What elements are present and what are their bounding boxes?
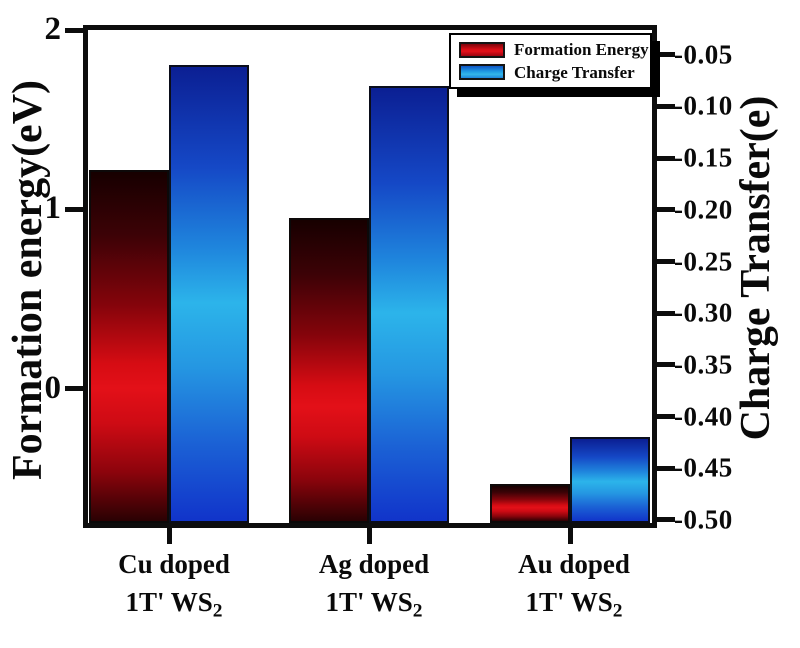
legend-row-formation-energy: Formation Energy xyxy=(459,40,649,60)
right-axis-tick xyxy=(657,465,675,471)
right-axis-tick xyxy=(657,362,675,368)
bar-formation-energy-au xyxy=(490,483,570,523)
x-axis-tick-au xyxy=(567,528,573,544)
bar-charge-transfer-cu xyxy=(169,65,249,523)
bar-charge-transfer-ag xyxy=(369,85,449,523)
right-axis-tick xyxy=(657,52,675,58)
left-axis-title: Formation energy(eV) xyxy=(5,79,51,481)
left-axis-tick xyxy=(65,206,83,212)
bar-charge-transfer-au xyxy=(570,437,650,523)
right-axis-tick xyxy=(657,259,675,264)
x-category-label-ag: Ag doped 1T' WS2 xyxy=(264,545,484,630)
right-axis-tick xyxy=(657,414,675,420)
x-axis-tick-cu xyxy=(166,528,172,544)
legend-swatch-blue-icon xyxy=(459,64,505,81)
legend-swatch-red-icon xyxy=(459,41,505,58)
left-axis-tick-label: 0 xyxy=(44,369,62,406)
left-axis-tick xyxy=(65,27,83,33)
x-category-line2: 1T' WS2 xyxy=(125,587,223,622)
bar-formation-energy-cu xyxy=(89,169,169,523)
left-axis-tick-label: 2 xyxy=(44,10,62,47)
x-category-label-cu: Cu doped 1T' WS2 xyxy=(64,545,284,630)
right-axis-tick-label: -0.45 xyxy=(674,452,733,483)
right-axis-tick-label: -0.40 xyxy=(674,401,733,432)
x-category-line2: 1T' WS2 xyxy=(325,587,423,622)
x-category-label-au: Au doped 1T' WS2 xyxy=(464,545,684,630)
left-axis-tick-label: 1 xyxy=(44,190,62,227)
subscript: 2 xyxy=(212,600,223,622)
legend: Formation Energy Charge Transfer xyxy=(449,33,652,90)
right-axis-tick-label: -0.20 xyxy=(674,194,733,225)
x-category-line1: Cu doped xyxy=(118,549,230,579)
right-axis-tick xyxy=(657,517,675,523)
left-axis-tick xyxy=(65,386,83,392)
x-category-line1: Au doped xyxy=(518,549,630,579)
right-axis-tick-label: -0.35 xyxy=(674,349,733,380)
right-axis-tick xyxy=(657,207,675,213)
right-axis-tick xyxy=(657,103,675,109)
right-axis-title: Charge Transfer(e) xyxy=(733,95,779,441)
right-axis-tick-label: -0.25 xyxy=(674,246,733,276)
right-axis-tick xyxy=(657,310,675,316)
x-axis-tick-ag xyxy=(366,528,372,544)
right-axis-tick-label: -0.50 xyxy=(674,504,733,535)
subscript: 2 xyxy=(612,600,623,622)
legend-row-charge-transfer: Charge Transfer xyxy=(459,63,645,83)
bar-formation-energy-ag xyxy=(289,218,369,523)
right-axis-tick-label: -0.05 xyxy=(674,39,733,70)
legend-label-charge-transfer: Charge Transfer xyxy=(514,62,635,82)
x-category-line1: Ag doped xyxy=(318,549,430,579)
x-category-line2: 1T' WS2 xyxy=(525,587,623,622)
right-axis-tick-label: -0.30 xyxy=(674,297,733,328)
legend-label-formation-energy: Formation Energy xyxy=(514,40,649,59)
right-axis-tick xyxy=(657,155,675,161)
right-axis-tick-label: -0.15 xyxy=(674,142,733,173)
subscript: 2 xyxy=(412,600,423,622)
right-axis-tick-label: -0.10 xyxy=(674,90,733,121)
plot-area: Cu doped 1T' WS2 Ag doped 1T' WS2 Au dop… xyxy=(45,12,733,621)
